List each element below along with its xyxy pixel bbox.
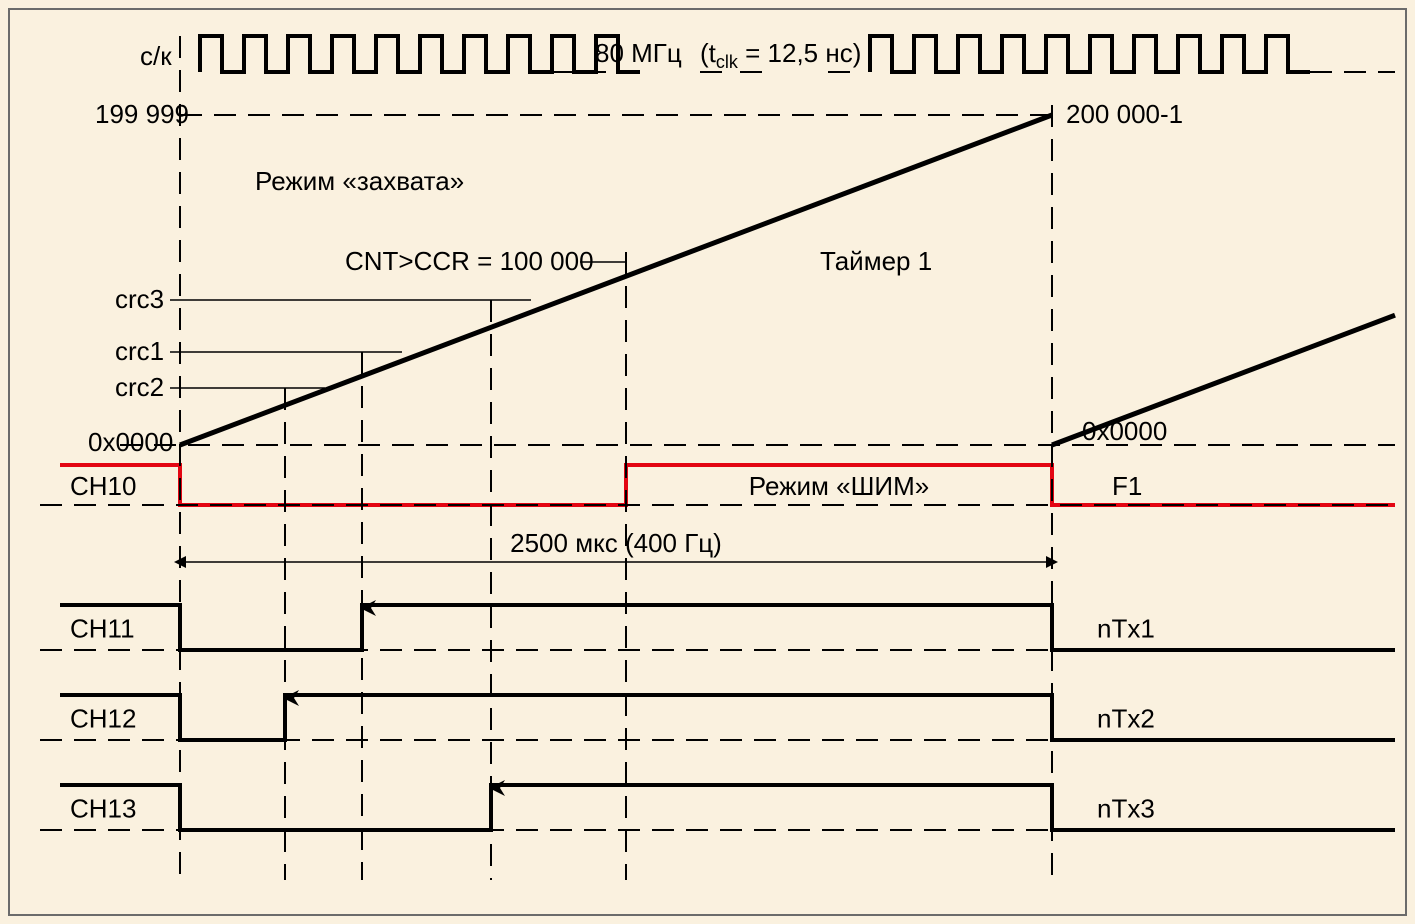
- ch13-label: CH13: [70, 794, 136, 824]
- clock-freq: 80 МГц: [595, 38, 682, 68]
- ch10-signal: [60, 465, 1395, 505]
- crc2-label: crc2: [115, 372, 164, 402]
- clock-burst: [200, 36, 640, 72]
- ch11-label: CH11: [70, 614, 135, 644]
- timing-diagram: с/к 80 МГц (tclk = 12,5 нс) 199 999 200 000-…: [0, 0, 1415, 924]
- crc3-label: crc3: [115, 284, 164, 314]
- ch12-right-label: nTx2: [1097, 704, 1155, 734]
- crc1-label: crc1: [115, 336, 164, 366]
- ch12-signal: [60, 695, 1395, 740]
- clock-label: с/к: [140, 41, 172, 71]
- timer1-label: Таймер 1: [820, 246, 932, 276]
- ch10-right-label: F1: [1112, 471, 1142, 501]
- cnt-ccr-label: CNT>CCR = 100 000: [345, 246, 594, 276]
- period-label: 2500 мкс (400 Гц): [510, 528, 722, 558]
- ch10-label: CH10: [70, 471, 136, 501]
- top-left-value: 199 999: [95, 99, 189, 129]
- ch12-label: CH12: [70, 704, 136, 734]
- top-right-value: 200 000-1: [1066, 99, 1183, 129]
- zero-left: 0x0000: [88, 427, 173, 457]
- counter-ramp-1: [180, 115, 1052, 445]
- clock-burst: [870, 36, 1310, 72]
- pwm-mode-label: Режим «ШИМ»: [749, 471, 929, 501]
- ch11-signal: [60, 605, 1395, 650]
- ch11-right-label: nTx1: [1097, 614, 1155, 644]
- ch13-right-label: nTx3: [1097, 794, 1155, 824]
- ch13-signal: [60, 785, 1395, 830]
- tclk-label: (tclk = 12,5 нс): [700, 38, 861, 72]
- zero-right: 0x0000: [1082, 416, 1167, 446]
- capture-mode-label: Режим «захвата»: [255, 166, 464, 196]
